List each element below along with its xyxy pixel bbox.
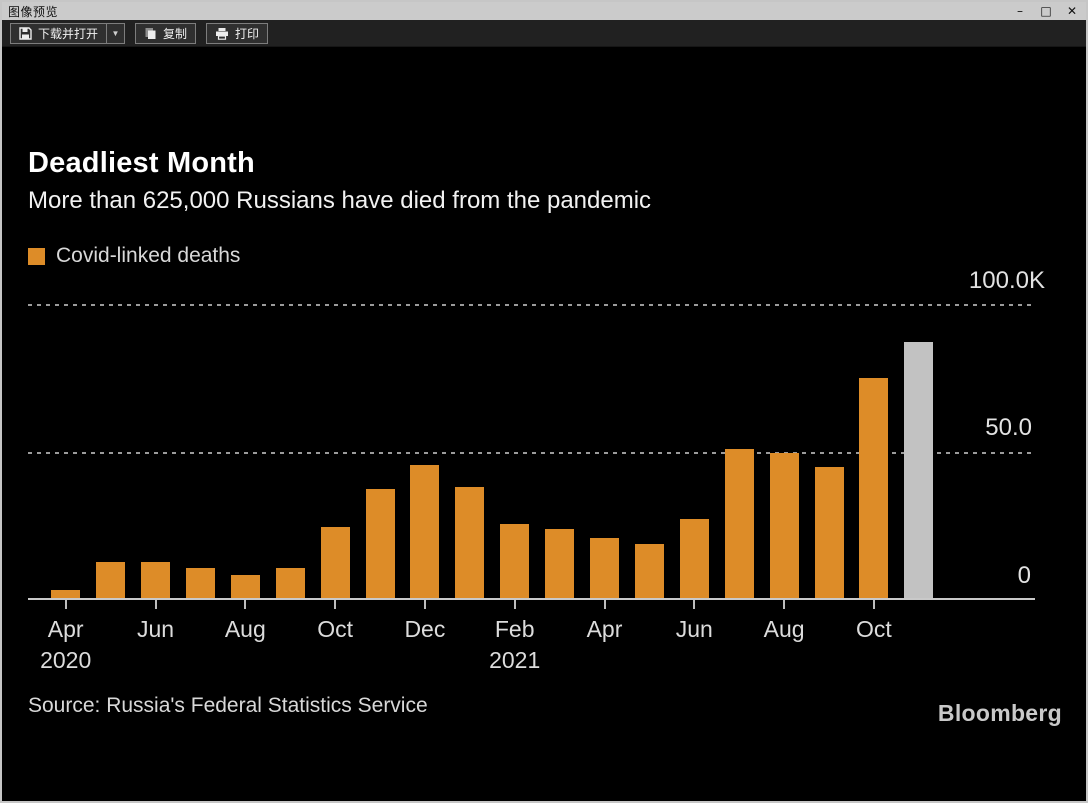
copy-button[interactable]: 复制 <box>135 22 197 44</box>
chart-subtitle: More than 625,000 Russians have died fro… <box>28 187 652 214</box>
x-tick-label: Apr <box>586 616 623 642</box>
x-tick <box>513 600 516 609</box>
x-tick <box>64 600 67 609</box>
x-tick-label: Aug <box>224 616 266 642</box>
download-open-button[interactable]: 下载并打开 <box>10 22 108 44</box>
legend-swatch-icon <box>28 247 45 265</box>
bar-jan-2021 <box>455 487 485 598</box>
x-tick <box>334 600 337 609</box>
bar-mar-2021 <box>545 529 575 598</box>
minimize-icon[interactable]: – <box>1017 4 1023 18</box>
x-tick-label: Feb 2021 <box>465 614 565 676</box>
bar-oct-2021 <box>859 378 889 598</box>
legend-label: Covid-linked deaths <box>56 244 241 267</box>
bar-dec-2020 <box>410 465 440 598</box>
x-tick-label: Oct <box>856 616 892 642</box>
bar-jul-2021 <box>724 449 754 598</box>
window-controls: – □ ✕ <box>1012 4 1080 18</box>
printer-icon <box>215 27 229 40</box>
y-axis-label-100k: 100.0K <box>968 267 1045 294</box>
x-tick <box>872 600 875 609</box>
bar-nov-2021 <box>904 342 934 598</box>
print-label: 打印 <box>235 26 260 41</box>
x-tick-year: 2021 <box>489 647 541 673</box>
chart-title: Deadliest Month <box>28 147 255 179</box>
x-tick-label: Dec <box>404 616 446 642</box>
maximize-icon[interactable]: □ <box>1040 4 1052 18</box>
x-tick-year: 2020 <box>40 647 92 673</box>
bar-may-2021 <box>634 544 664 598</box>
copy-label: 复制 <box>163 26 188 41</box>
save-icon <box>19 26 32 40</box>
legend: Covid-linked deaths <box>28 244 240 268</box>
chart-canvas: Deadliest Month More than 625,000 Russia… <box>2 48 1086 801</box>
bar-sep-2020 <box>275 568 305 598</box>
x-tick <box>783 600 786 609</box>
bar-nov-2020 <box>365 489 395 598</box>
gridline-100k <box>28 304 1035 306</box>
bloomberg-logo: Bloomberg <box>937 700 1062 726</box>
x-tick-label: Oct <box>317 616 353 642</box>
print-button[interactable]: 打印 <box>206 22 269 44</box>
bar-feb-2021 <box>500 524 530 598</box>
bar-jun-2021 <box>679 519 709 598</box>
x-tick <box>603 600 606 609</box>
plot-area <box>28 305 1035 598</box>
x-tick-label: Jun <box>675 616 713 642</box>
copy-icon <box>144 27 157 40</box>
bar-may-2020 <box>96 562 126 598</box>
close-icon[interactable]: ✕ <box>1066 4 1078 18</box>
x-tick-label: Aug <box>763 616 805 642</box>
bar-sep-2021 <box>814 467 844 598</box>
x-tick <box>244 600 247 609</box>
x-tick <box>423 600 426 609</box>
chevron-down-icon: ▼ <box>111 28 120 38</box>
download-open-label: 下载并打开 <box>38 26 99 41</box>
bar-aug-2021 <box>769 453 799 598</box>
bar-apr-2021 <box>590 538 619 598</box>
x-tick <box>693 600 696 609</box>
source-text: Source: Russia's Federal Statistics Serv… <box>28 694 428 717</box>
bar-jun-2020 <box>141 562 170 598</box>
gridline-50k <box>28 452 1035 454</box>
x-axis-baseline <box>28 598 1035 600</box>
bar-apr-2020 <box>51 590 81 598</box>
toolbar: 下载并打开 ▼ 复制 打印 <box>2 20 1086 47</box>
x-tick-label: Apr 2020 <box>16 614 116 676</box>
x-tick <box>154 600 157 609</box>
y-axis-label-50: 50.0 <box>985 414 1032 441</box>
y-axis-label-0: 0 <box>1017 562 1031 589</box>
download-dropdown-button[interactable]: ▼ <box>107 22 126 44</box>
bar-aug-2020 <box>230 575 260 598</box>
bar-oct-2020 <box>320 527 350 598</box>
window-titlebar: 图像预览 – □ ✕ <box>2 2 1086 20</box>
window-title: 图像预览 <box>8 4 59 19</box>
x-tick-label: Jun <box>136 616 175 642</box>
bar-jul-2020 <box>185 568 215 598</box>
